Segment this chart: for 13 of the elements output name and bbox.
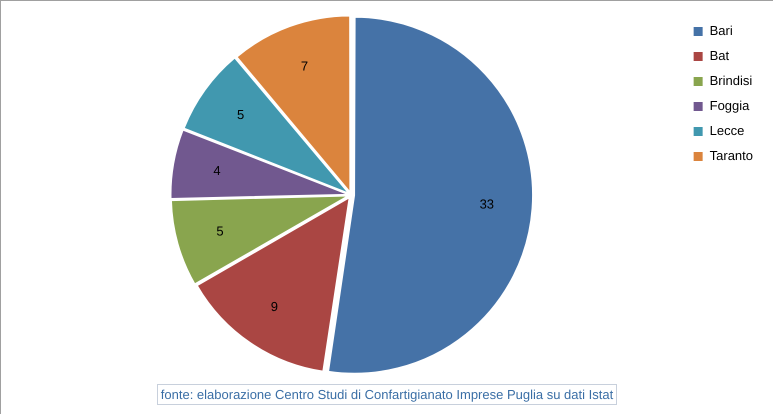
data-label: 7: [300, 58, 308, 74]
source-note: fonte: elaborazione Centro Studi di Confartigianato Imprese Puglia su dati Istat: [156, 384, 618, 405]
data-label: 9: [270, 299, 278, 314]
legend-label: Brindisi: [710, 73, 752, 88]
legend-label: Lecce: [710, 123, 744, 138]
legend-label: Taranto: [710, 148, 754, 164]
data-label: 4: [213, 162, 221, 178]
data-label: 5: [236, 107, 244, 122]
legend-label: Bari: [710, 23, 733, 38]
legend-label: Bat: [710, 48, 730, 64]
data-label: 5: [216, 223, 224, 238]
data-label: 33: [480, 196, 494, 212]
legend-label: Foggia: [710, 98, 750, 114]
